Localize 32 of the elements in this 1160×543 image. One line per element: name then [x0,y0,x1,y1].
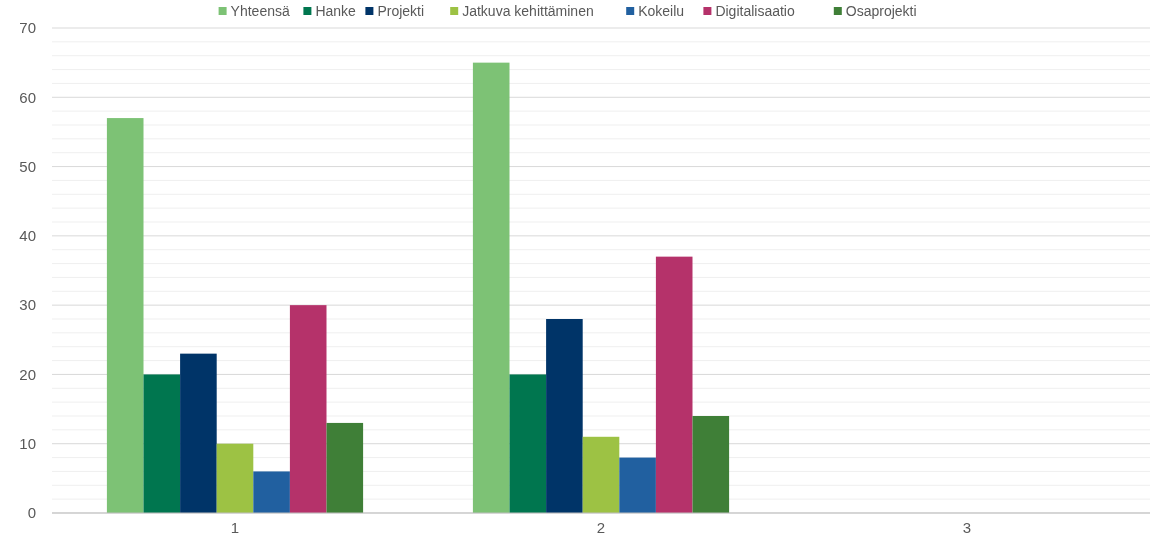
bar [180,353,217,513]
y-tick-label: 0 [27,504,36,522]
y-tick-label: 60 [19,88,36,106]
legend-label: Kokeilu [638,3,685,19]
bar [655,256,693,513]
legend-label: Yhteensä [230,3,290,19]
legend-label: Projekti [377,3,425,19]
bar [106,118,144,513]
bar [546,319,583,513]
bar [472,62,510,513]
bar [326,422,364,513]
bar [582,436,620,513]
y-tick-label: 10 [19,434,36,452]
bar [509,374,547,513]
x-tick-label: 1 [230,519,240,536]
y-tick-label: 30 [19,296,36,314]
y-tick-label: 40 [19,227,36,245]
x-tick-label: 3 [962,519,972,536]
y-tick-label: 70 [19,19,36,37]
bar [692,416,730,513]
y-tick-label: 50 [19,157,36,175]
legend-label: Osaprojekti [845,3,917,19]
bar [289,305,327,513]
y-tick-label: 20 [19,365,36,383]
legend-label: Digitalisaatio [715,3,795,19]
legend-label: Hanke [315,3,357,19]
legend-label: Jatkuva kehittäminen [462,3,594,19]
bar [216,443,254,513]
bar [253,471,290,513]
bar [143,374,181,513]
x-tick-label: 2 [596,519,606,536]
bar [619,457,656,513]
